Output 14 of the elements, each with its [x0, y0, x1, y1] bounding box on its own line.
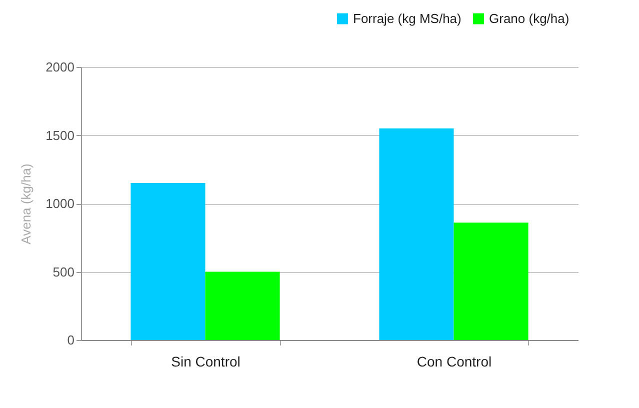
- x-tick-label: Sin Control: [171, 354, 240, 370]
- x-tick-label: Con Control: [416, 354, 492, 370]
- bar: [130, 183, 206, 340]
- legend-label: Grano (kg/ha): [489, 10, 570, 26]
- y-tick-label: 1000: [46, 196, 74, 211]
- bar: [454, 222, 528, 340]
- y-tick-label: 1500: [46, 128, 74, 143]
- y-tick-label: 0: [67, 332, 74, 348]
- y-tick-label: 500: [52, 264, 74, 280]
- bar: [205, 272, 280, 340]
- legend-label: Forraje (kg MS/ha): [353, 10, 462, 26]
- y-tick-label: 2000: [46, 60, 74, 74]
- y-axis-title: Avena (kg/ha): [18, 164, 34, 244]
- bar: [379, 128, 454, 340]
